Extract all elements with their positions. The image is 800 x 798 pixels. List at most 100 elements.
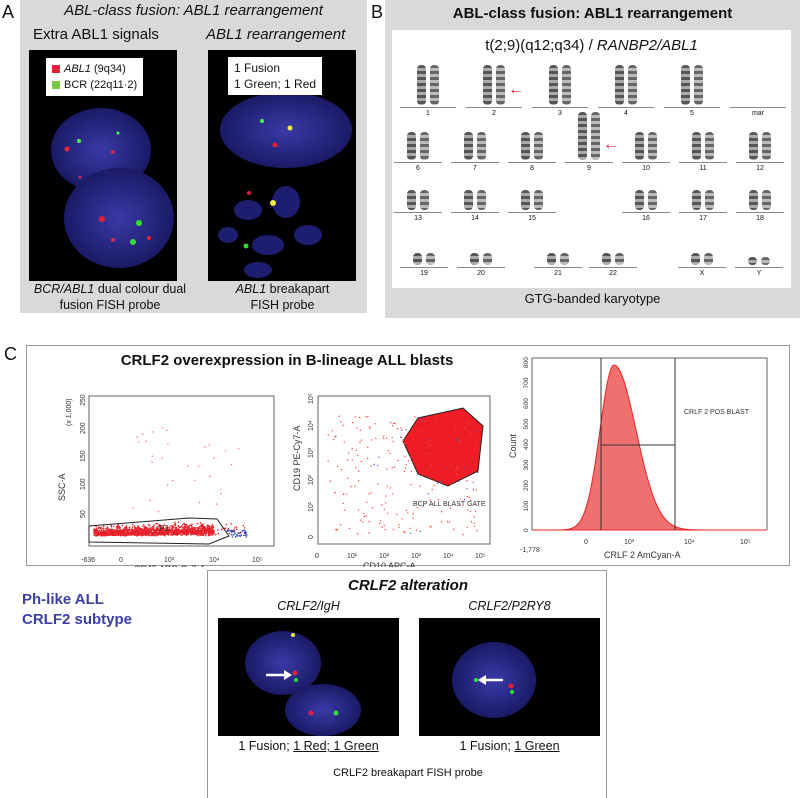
data-point [334,491,336,494]
data-point [331,430,334,432]
data-point [189,529,191,531]
data-point [355,449,357,452]
data-point [430,465,433,467]
crlf2-panel: CRLF2 alteration CRLF2/IgH CRLF2/P2RY8 1… [207,570,607,798]
red-square-icon [52,65,60,74]
data-point [356,533,359,535]
caption-text: breakapart [266,282,330,296]
data-point [235,526,238,528]
data-point [410,532,412,535]
data-point [384,528,386,531]
data-point [404,438,407,441]
data-point [200,524,203,526]
data-point [437,498,440,501]
data-point [186,527,189,530]
y-tick-label: 500 [523,418,530,429]
data-point [401,436,403,438]
data-point [246,534,248,536]
data-point [356,427,358,429]
data-point [107,528,109,530]
data-point [334,435,336,438]
chromosome-baseline [736,162,784,163]
data-point [106,529,109,532]
data-point [357,470,360,472]
data-point [214,533,217,536]
y-scale-label: (x 1,000) [66,398,73,426]
data-point [198,465,200,468]
data-point [199,527,201,530]
data-point [132,523,134,526]
data-point [227,527,230,530]
data-point [207,524,210,527]
chromosome-baseline [589,267,637,268]
data-point [187,532,189,535]
chromosome-label: 2 [492,110,496,117]
data-point [182,529,184,531]
data-point [200,531,203,533]
data-point [405,509,408,512]
data-point [147,529,149,532]
data-point [474,510,477,513]
chromosome-baseline [735,267,783,268]
data-point [211,523,213,526]
right-caption: 1 Fusion; 1 Green [419,739,600,753]
data-point [133,525,136,527]
data-point [138,530,141,533]
data-point [231,529,234,532]
data-point [327,460,329,462]
data-point [206,528,209,531]
panel-c-letter: C [4,344,17,364]
data-point [380,520,382,522]
pattern-line: 1 Fusion [234,61,281,75]
data-point [194,532,197,535]
data-point [370,465,372,467]
data-point [102,530,105,532]
data-point [110,525,113,528]
data-point [144,531,146,534]
data-point [450,464,453,467]
data-point [416,507,418,509]
data-point [357,480,360,482]
data-point [191,533,193,535]
caption-text: 1 Fusion; [238,739,294,753]
data-point [389,487,392,489]
chromosome-baseline [457,267,505,268]
data-point [198,526,201,528]
data-point [170,530,173,533]
data-point [357,509,360,511]
data-point [127,531,129,534]
data-point [147,534,149,537]
data-point [232,534,235,536]
data-point [233,532,236,535]
data-point [158,530,161,532]
side-line: Ph-like ALL [22,591,104,608]
data-point [201,526,204,529]
chromosome-baseline [598,107,654,108]
data-point [142,525,144,528]
data-point [342,502,345,505]
data-point [340,468,343,471]
data-point [154,534,157,537]
data-point [146,528,148,530]
data-point [346,477,349,479]
y-tick-label: 10³ [308,447,315,458]
data-point [200,528,203,531]
data-point [128,526,131,529]
chromosome-label: Y [756,270,762,277]
data-point [415,529,418,531]
data-point [139,533,141,536]
data-point [105,529,108,531]
chromosome-baseline [400,107,456,108]
data-point [165,429,168,431]
data-point [128,529,131,532]
data-point [346,493,348,495]
data-point [159,532,162,534]
panel-a-title: ABL-class fusion: ABL1 rearrangement [64,2,323,19]
data-point [174,521,176,524]
chromosome-pair [736,132,784,160]
panel-a-letter: A [2,2,15,22]
data-point [130,532,132,534]
data-point [151,525,154,528]
data-point [455,469,457,472]
p2-gate [88,517,230,545]
